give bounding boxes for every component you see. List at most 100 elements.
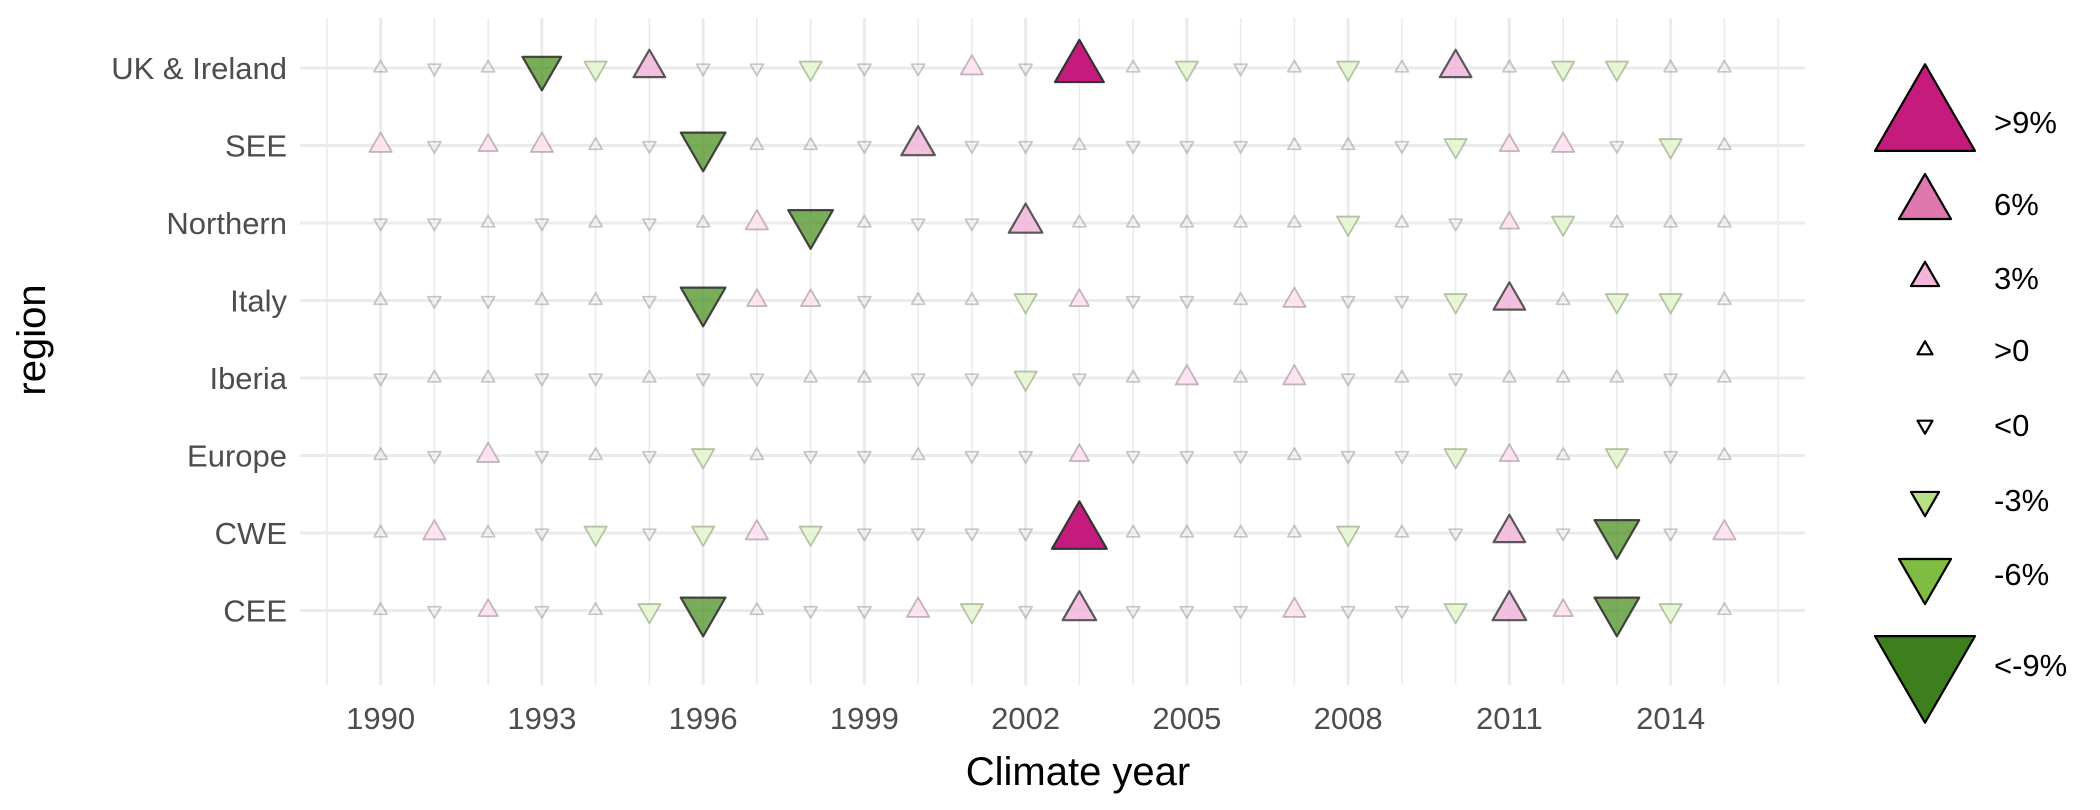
data-marker: [749, 137, 765, 151]
data-marker: [1233, 605, 1249, 619]
data-marker: [426, 605, 442, 619]
data-marker: [1492, 281, 1527, 311]
data-marker: [534, 605, 550, 619]
legend-label: >0: [1994, 333, 2029, 368]
data-marker: [856, 63, 872, 77]
x-tick-label: 1996: [669, 701, 738, 736]
data-marker: [583, 525, 608, 547]
data-marker: [1716, 59, 1732, 73]
x-axis-title: Climate year: [966, 750, 1191, 794]
data-marker: [964, 373, 980, 387]
data-marker: [1555, 447, 1571, 461]
data-marker: [1663, 214, 1679, 228]
data-marker: [1018, 528, 1034, 542]
data-marker: [749, 63, 765, 77]
data-marker: [1443, 293, 1468, 315]
data-marker: [1233, 140, 1249, 154]
data-marker: [798, 525, 823, 547]
data-marker: [1125, 140, 1141, 154]
data-marker: [910, 373, 926, 387]
data-marker: [1555, 528, 1571, 542]
data-marker: [426, 450, 442, 464]
data-marker: [695, 373, 711, 387]
x-tick-label: 1990: [346, 701, 415, 736]
data-marker: [1716, 214, 1732, 228]
x-tick-label: 1993: [507, 701, 576, 736]
y-tick-label: Italy: [230, 284, 287, 319]
data-marker: [1179, 295, 1195, 309]
data-marker: [1282, 364, 1307, 386]
data-marker: [422, 519, 447, 541]
data-marker: [856, 369, 872, 383]
data-marker: [679, 596, 727, 638]
legend-label: -3%: [1994, 483, 2049, 518]
data-marker: [964, 292, 980, 306]
data-marker: [1501, 59, 1517, 73]
data-marker: [1233, 524, 1249, 538]
data-marker: [1551, 60, 1576, 82]
x-tick-labels: 1990 1993 1996 1999 2002 2005 2008 2011 2014: [346, 701, 1705, 736]
data-marker: [1336, 60, 1361, 82]
data-marker: [1498, 133, 1520, 152]
data-marker: [1394, 295, 1410, 309]
data-marker: [1555, 292, 1571, 306]
data-marker: [480, 214, 496, 228]
data-marker: [803, 450, 819, 464]
data-marker: [373, 524, 389, 538]
data-marker: [1663, 450, 1679, 464]
data-marker: [749, 447, 765, 461]
data-marker: [588, 373, 604, 387]
y-tick-label: Northern: [166, 206, 287, 241]
legend-label: 3%: [1994, 261, 2039, 296]
data-marker: [695, 214, 711, 228]
x-tick-label: 2014: [1636, 701, 1705, 736]
data-marker: [534, 528, 550, 542]
data-marker: [749, 373, 765, 387]
data-marker: [856, 528, 872, 542]
legend-label: -6%: [1994, 557, 2049, 592]
data-marker: [373, 59, 389, 73]
data-marker: [910, 218, 926, 232]
data-marker: [534, 218, 550, 232]
data-marker: [477, 598, 499, 617]
data-marker: [1663, 373, 1679, 387]
data-marker: [1609, 140, 1625, 154]
data-marker: [1340, 373, 1356, 387]
data-marker: [534, 373, 550, 387]
data-marker: [800, 288, 822, 307]
data-marker: [477, 133, 499, 152]
grid-lines: [300, 18, 1805, 685]
data-marker: [588, 602, 604, 616]
data-marker: [1658, 293, 1683, 315]
data-marker: [679, 286, 727, 328]
legend-marker: [1909, 490, 1941, 518]
data-marker: [1555, 369, 1571, 383]
data-marker: [373, 292, 389, 306]
data-marker: [1018, 140, 1034, 154]
legend-marker: [1909, 260, 1941, 288]
data-marker: [1125, 214, 1141, 228]
data-marker: [695, 63, 711, 77]
x-tick-label: 2005: [1152, 701, 1221, 736]
legend-marker: [1916, 340, 1934, 356]
data-marker: [521, 55, 563, 92]
data-marker: [1552, 598, 1574, 617]
y-tick-label: SEE: [225, 129, 287, 164]
y-tick-label: Iberia: [209, 361, 287, 396]
data-marker: [856, 140, 872, 154]
data-marker: [1658, 138, 1683, 160]
data-marker: [1716, 137, 1732, 151]
data-marker: [856, 450, 872, 464]
data-marker: [641, 528, 657, 542]
y-tick-label: UK & Ireland: [111, 51, 287, 86]
data-marker: [906, 596, 931, 618]
data-marker: [426, 63, 442, 77]
data-marker: [856, 295, 872, 309]
legend-label: 6%: [1994, 187, 2039, 222]
data-marker: [637, 603, 662, 625]
data-marker: [910, 447, 926, 461]
data-marker: [1125, 524, 1141, 538]
legend-marker: [1897, 172, 1953, 221]
data-marker: [1340, 295, 1356, 309]
data-marker: [1604, 448, 1629, 470]
